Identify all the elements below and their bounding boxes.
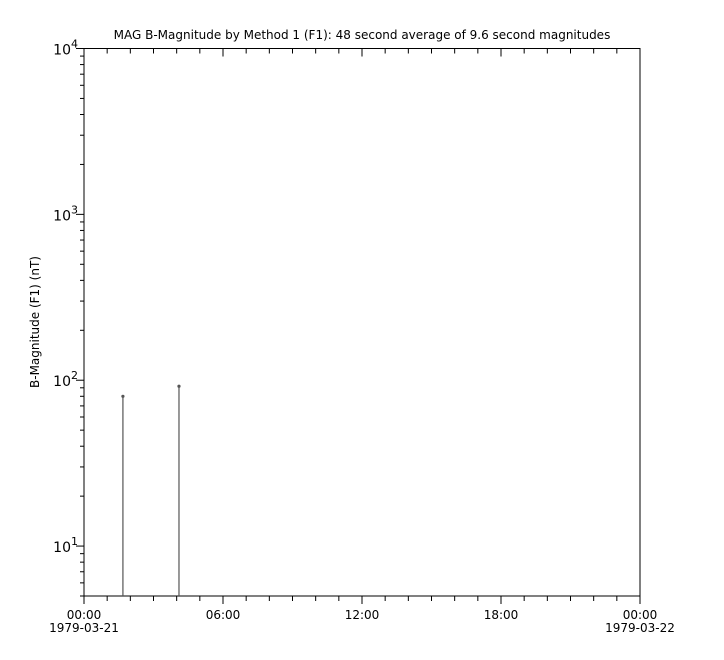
chart-title: MAG B-Magnitude by Method 1 (F1): 48 sec…: [114, 28, 611, 42]
y-tick-base: 10: [53, 540, 71, 556]
x-tick-label: 18:00: [484, 608, 519, 622]
y-tick-label: 101: [53, 535, 78, 556]
x-tick-date: 1979-03-21: [49, 621, 119, 635]
y-tick-label: 102: [53, 369, 78, 390]
data-point: [121, 394, 125, 398]
y-tick-base: 10: [53, 374, 71, 390]
x-tick-label: 00:00: [67, 608, 102, 622]
y-tick-exponent: 1: [71, 535, 78, 548]
plot-frame: [83, 48, 641, 597]
x-tick-label: 00:00: [623, 608, 658, 622]
data-point: [177, 384, 181, 388]
y-axis-label: B-Magnitude (F1) (nT): [28, 256, 42, 388]
x-tick-label: 06:00: [206, 608, 241, 622]
x-tick-date: 1979-03-22: [605, 621, 675, 635]
y-tick-base: 10: [53, 43, 71, 59]
y-tick-exponent: 4: [71, 38, 78, 51]
data-series: [121, 384, 181, 596]
x-tick-label: 12:00: [345, 608, 380, 622]
y-tick-base: 10: [53, 208, 71, 224]
y-tick-label: 103: [53, 203, 78, 224]
y-tick-exponent: 3: [71, 203, 78, 216]
y-tick-label: 104: [53, 38, 78, 59]
y-tick-exponent: 2: [71, 369, 78, 382]
